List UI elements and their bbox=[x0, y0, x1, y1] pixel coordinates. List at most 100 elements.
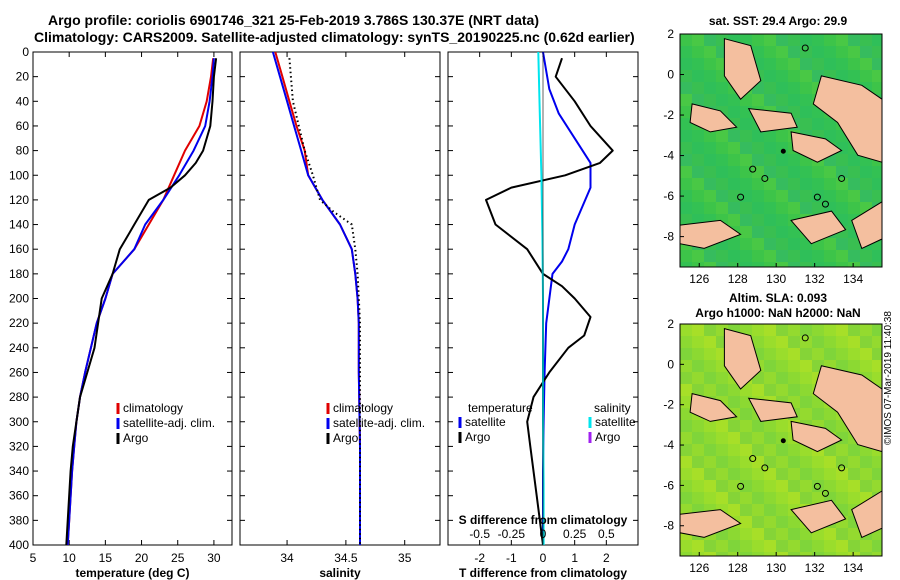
sst-map-cell bbox=[692, 94, 704, 106]
sst-map-land bbox=[747, 108, 798, 133]
sst-map-cell bbox=[860, 190, 872, 202]
sla-map-cell bbox=[800, 408, 812, 420]
sst-map-cell bbox=[752, 202, 764, 214]
sst-map-cell bbox=[704, 34, 716, 46]
sst-map-cell bbox=[788, 262, 800, 267]
sla-map-cell bbox=[800, 552, 812, 556]
sla-map-cell bbox=[812, 468, 824, 480]
difference-legend-sal-title: salinity bbox=[594, 401, 631, 415]
salinity-series-argo bbox=[288, 58, 361, 545]
salinity-panel: 34 34.5 35 salinity climatologysatellite-adj… bbox=[239, 51, 441, 580]
sst-map-cell bbox=[788, 166, 800, 178]
sla-map-cell bbox=[836, 528, 848, 540]
temperature-legend-label: climatology bbox=[123, 401, 183, 415]
sst-map-cell bbox=[740, 262, 752, 267]
sst-map-cell bbox=[776, 82, 788, 94]
sla-map-cell bbox=[680, 480, 692, 492]
sst-map-xtick-label: 132 bbox=[805, 272, 825, 286]
sst-map-cell bbox=[764, 214, 776, 226]
sst-map-cell bbox=[800, 106, 812, 118]
sla-map-cell bbox=[740, 492, 752, 504]
sst-map-cell bbox=[716, 130, 728, 142]
sla-map-cell bbox=[728, 528, 740, 540]
sst-map-cell bbox=[680, 58, 692, 70]
sla-map-cell bbox=[800, 360, 812, 372]
sla-map-cell bbox=[752, 456, 764, 468]
sla-map-cell bbox=[836, 492, 848, 504]
sla-map-cell bbox=[752, 540, 764, 552]
sla-map-cell bbox=[764, 468, 776, 480]
sla-map-cell bbox=[764, 504, 776, 516]
sla-map-cell bbox=[716, 444, 728, 456]
sst-map-cell bbox=[848, 58, 860, 70]
sla-map-cell bbox=[812, 324, 824, 336]
sla-map-cell bbox=[800, 480, 812, 492]
sla-map-cell bbox=[812, 336, 824, 348]
sst-map-cell bbox=[692, 262, 704, 267]
sla-map-cell bbox=[740, 528, 752, 540]
sst-map-xtick-label: 134 bbox=[843, 272, 863, 286]
sla-map-cell bbox=[740, 516, 752, 528]
sst-map-cell bbox=[872, 70, 882, 82]
sst-map-cell bbox=[764, 166, 776, 178]
sst-map-cell bbox=[680, 262, 692, 267]
difference-xtick-label: 1 bbox=[571, 551, 578, 565]
sst-map-cell bbox=[752, 154, 764, 166]
difference-legend-temp-title: temperature bbox=[468, 401, 533, 415]
sst-map-argo-marker bbox=[780, 148, 786, 154]
sla-map-cell bbox=[752, 480, 764, 492]
sst-map-cell bbox=[872, 238, 882, 250]
sla-map-land bbox=[747, 397, 798, 422]
sla-map-cell bbox=[728, 444, 740, 456]
sst-map-cell bbox=[788, 94, 800, 106]
sst-map-cell bbox=[872, 166, 882, 178]
sst-map-cell bbox=[692, 154, 704, 166]
difference-panel: -2 -1 0 1 2T difference from climatology -0.5… bbox=[447, 51, 639, 580]
sst-map-cell bbox=[836, 70, 848, 82]
temperature-ytick-label: 200 bbox=[9, 292, 29, 306]
sst-map-cell bbox=[740, 118, 752, 130]
sst-map-cell bbox=[692, 82, 704, 94]
sla-map-cell bbox=[764, 480, 776, 492]
sst-map-cell bbox=[788, 250, 800, 262]
sla-map-cell bbox=[788, 552, 800, 556]
sst-map-cell bbox=[680, 70, 692, 82]
sst-map-cell bbox=[788, 226, 800, 238]
sla-map-cell bbox=[680, 432, 692, 444]
sla-map-cell bbox=[692, 324, 704, 336]
sla-map-land bbox=[790, 499, 847, 534]
sla-map-cell bbox=[764, 360, 776, 372]
sst-map-cell bbox=[728, 154, 740, 166]
temperature-legend-label: Argo bbox=[123, 431, 149, 445]
sst-map-cell bbox=[764, 154, 776, 166]
sla-map-cell bbox=[728, 492, 740, 504]
sst-map-cell bbox=[692, 202, 704, 214]
sst-map-cell bbox=[824, 262, 836, 267]
sla-map-cell bbox=[680, 384, 692, 396]
sla-map-cell bbox=[716, 384, 728, 396]
salinity-legend-label: satellite-adj. clim. bbox=[333, 416, 425, 430]
sst-map-cell bbox=[800, 82, 812, 94]
sst-map-cell bbox=[860, 58, 872, 70]
sst-map-cell bbox=[836, 202, 848, 214]
sst-map-cell bbox=[800, 250, 812, 262]
temperature-xtick-label: 20 bbox=[135, 551, 149, 565]
sla-map-ytick-label: -8 bbox=[663, 519, 674, 533]
sst-map-cell bbox=[740, 178, 752, 190]
sla-map-cell bbox=[776, 420, 788, 432]
sla-map-land bbox=[689, 392, 738, 422]
temperature-legend-label: satellite-adj. clim. bbox=[123, 416, 215, 430]
sst-map-cell bbox=[812, 202, 824, 214]
salinity-xtick-label: 35 bbox=[398, 551, 412, 565]
sla-map-cell bbox=[824, 528, 836, 540]
temperature-xtick-label: 15 bbox=[99, 551, 113, 565]
sst-map-cell bbox=[872, 34, 882, 46]
sla-map-cell bbox=[872, 348, 882, 360]
sla-map-cell bbox=[848, 336, 860, 348]
sst-map-cell bbox=[872, 250, 882, 262]
sst-map-cell bbox=[800, 94, 812, 106]
sst-map-cell bbox=[704, 166, 716, 178]
sst-map-cell bbox=[848, 202, 860, 214]
sla-map-cell bbox=[872, 324, 882, 336]
sla-map-argo-marker bbox=[780, 438, 786, 444]
